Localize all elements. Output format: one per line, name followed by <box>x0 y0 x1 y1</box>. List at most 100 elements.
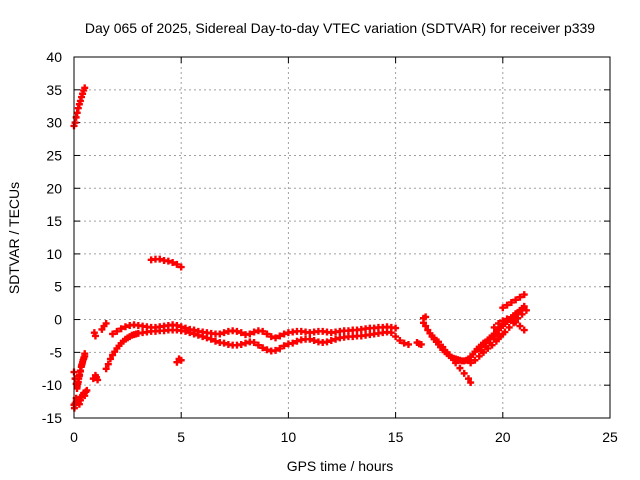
data-point <box>499 317 507 325</box>
data-point <box>242 339 250 347</box>
data-point <box>207 335 215 343</box>
data-point <box>173 321 181 329</box>
data-point <box>212 337 220 345</box>
y-tick-label: 15 <box>46 213 62 229</box>
grid-lines <box>74 57 610 418</box>
data-point <box>263 330 271 338</box>
data-point <box>396 337 404 345</box>
data-point <box>456 364 464 372</box>
data-point <box>220 339 228 347</box>
data-point <box>520 302 528 310</box>
y-tick-labels: -15 -10 -5 0 5 10 15 20 25 30 35 40 <box>42 49 62 426</box>
data-point <box>443 348 451 356</box>
data-point <box>327 337 335 345</box>
data-point <box>400 339 408 347</box>
data-point <box>233 327 241 335</box>
y-tick-label: 5 <box>54 279 62 295</box>
y-tick-label: 35 <box>46 82 62 98</box>
data-point <box>106 355 114 363</box>
y-tick-label: -10 <box>42 377 62 393</box>
data-point <box>460 369 468 377</box>
data-point <box>452 359 460 367</box>
data-point <box>71 401 79 409</box>
data-point <box>216 330 224 338</box>
data-point <box>490 323 498 331</box>
data-point <box>512 296 520 304</box>
data-point <box>81 350 89 358</box>
series-group <box>477 315 528 355</box>
data-point <box>512 318 520 326</box>
data-point <box>522 306 530 314</box>
x-axis-label: GPS time / hours <box>287 458 394 474</box>
data-point <box>263 346 271 354</box>
data-point <box>237 340 245 348</box>
data-point <box>310 337 318 345</box>
data-point <box>467 379 475 387</box>
data-point <box>280 342 288 350</box>
data-point <box>471 356 479 364</box>
data-point <box>417 340 425 348</box>
x-tick-label: 25 <box>602 429 618 445</box>
data-point <box>520 326 528 334</box>
series-group <box>89 255 430 384</box>
series-group <box>430 334 475 387</box>
y-axis-label: SDTVAR / TECUs <box>6 182 22 294</box>
data-point <box>514 314 522 322</box>
data-point <box>434 338 442 346</box>
data-point <box>332 335 340 343</box>
data-point <box>81 84 89 92</box>
data-point <box>306 335 314 343</box>
data-point <box>495 319 503 327</box>
data-point <box>250 339 258 347</box>
data-points <box>70 84 530 412</box>
data-point <box>516 293 524 301</box>
data-point <box>422 313 430 321</box>
x-tick-label: 5 <box>177 429 185 445</box>
data-point <box>518 310 526 318</box>
data-point <box>272 334 280 342</box>
data-point <box>447 354 455 362</box>
data-point <box>486 339 494 347</box>
y-tick-label: 0 <box>54 312 62 328</box>
x-tick-label: 20 <box>495 429 511 445</box>
data-point <box>467 359 475 367</box>
data-point <box>276 332 284 340</box>
y-tick-label: 20 <box>46 180 62 196</box>
x-tick-label: 0 <box>70 429 78 445</box>
data-point <box>516 322 524 330</box>
data-point <box>482 343 490 351</box>
data-point <box>520 291 528 299</box>
x-tick-label: 15 <box>388 429 404 445</box>
data-point <box>121 323 129 331</box>
data-point <box>475 352 483 360</box>
y-tick-label: 25 <box>46 147 62 163</box>
y-tick-label: 40 <box>46 49 62 65</box>
data-point <box>246 330 254 338</box>
data-point <box>507 298 515 306</box>
y-tick-label: 10 <box>46 246 62 262</box>
data-point <box>237 329 245 337</box>
data-point <box>490 335 498 343</box>
data-point <box>464 375 472 383</box>
data-point <box>439 343 447 351</box>
data-point <box>250 328 258 336</box>
data-point <box>90 329 98 337</box>
data-point <box>293 337 301 345</box>
data-point <box>190 326 198 334</box>
data-point <box>477 347 485 355</box>
data-point <box>254 341 262 349</box>
x-tick-labels: 0 5 10 15 20 25 <box>70 429 618 445</box>
data-point <box>83 386 91 394</box>
data-point <box>505 323 513 331</box>
x-tick-label: 10 <box>281 429 297 445</box>
data-point <box>117 325 125 333</box>
data-point <box>181 324 189 332</box>
data-point <box>289 339 297 347</box>
data-point <box>422 322 430 330</box>
data-point <box>109 330 117 338</box>
plot-frame <box>73 56 611 419</box>
data-point <box>499 330 507 338</box>
data-point <box>507 316 515 324</box>
